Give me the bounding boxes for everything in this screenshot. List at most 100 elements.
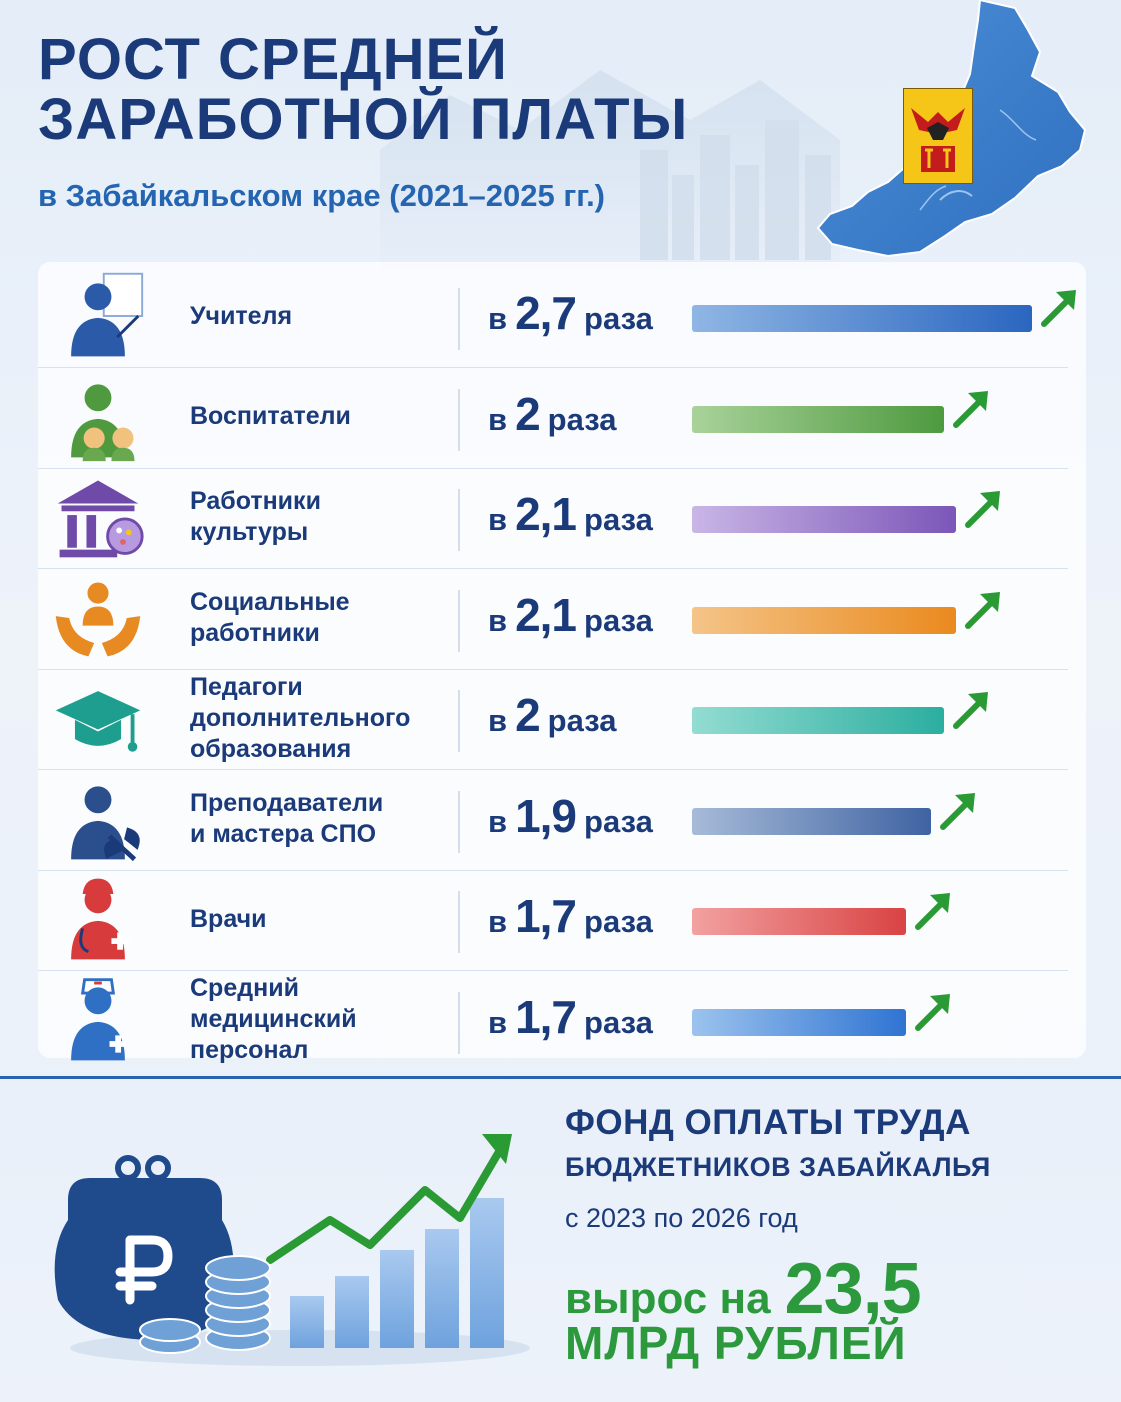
- chart-row: Учителя в 2,7 раза: [38, 268, 1086, 368]
- fund-growth-unit: МЛРД РУБЛЕЙ: [565, 1317, 907, 1369]
- value-label-num: 2: [515, 689, 541, 741]
- category-label: Учителя: [190, 301, 293, 330]
- value-label-pre: в: [488, 602, 508, 638]
- category-label: Преподаватели и мастера СПО: [190, 788, 384, 848]
- chart-row: Врачи в 1,7 раза: [38, 871, 1086, 971]
- salary-growth-card: Учителя в 2,7 раза Воспитатели в 2 раза Работник…: [38, 262, 1086, 1064]
- chart-row: Средний медицинский персонал в 1,7 раза: [38, 972, 1086, 1072]
- growth-bar: [425, 1229, 459, 1348]
- value-label-post: раза: [584, 301, 653, 336]
- section-divider: [0, 1076, 1121, 1079]
- value-label-post: раза: [584, 502, 653, 537]
- fund-growth: вырос на 23,5: [565, 1248, 922, 1330]
- value-label-pre: в: [488, 301, 508, 336]
- column-separator: [458, 589, 460, 652]
- value-label-pre: в: [488, 904, 508, 939]
- value-label: в 1,9 раза: [488, 789, 653, 849]
- bar: [692, 606, 956, 634]
- value-label-pre: в: [488, 401, 508, 437]
- bar: [692, 1008, 906, 1036]
- value-label-post: раза: [547, 703, 617, 738]
- row-divider: [38, 367, 1068, 368]
- value-label-num: 2,1: [515, 588, 577, 641]
- value-label: в 2,7 раза: [488, 286, 653, 346]
- growth-arrow-icon: [1041, 290, 1076, 327]
- value-label: в 2,1 раза: [488, 487, 653, 547]
- teacher-icon: [48, 268, 148, 364]
- value-label-num: 1,7: [515, 890, 577, 942]
- column-separator: [458, 790, 460, 853]
- value-label-pre: в: [488, 803, 508, 839]
- value-label-num: 2,7: [515, 287, 577, 339]
- category-label: Педагоги дополнительного образования: [190, 672, 411, 763]
- bar: [692, 305, 1032, 332]
- social-worker-icon: [48, 570, 148, 666]
- chart-row: Социальные работники в 2,1 раза: [38, 570, 1086, 670]
- value-label: в 1,7 раза: [488, 990, 653, 1050]
- fund-growth-text: вырос на: [565, 1274, 771, 1323]
- page-title: РОСТ СРЕДНЕЙ ЗАРАБОТНОЙ ПЛАТЫ: [38, 27, 689, 152]
- bar: [692, 807, 931, 835]
- category-label: Воспитатели: [190, 402, 351, 430]
- column-separator: [458, 891, 460, 953]
- row-divider: [38, 769, 1068, 770]
- fund-period: с 2023 по 2026 год: [565, 1203, 798, 1233]
- bar: [692, 908, 906, 935]
- value-label: в 1,7 раза: [488, 889, 653, 949]
- row-divider: [38, 970, 1068, 971]
- graduation-cap-icon: [48, 670, 148, 766]
- doctor-icon: [48, 871, 148, 967]
- bar: [692, 707, 944, 734]
- value-label-pre: в: [488, 1004, 508, 1040]
- bar: [692, 405, 944, 433]
- value-label-pre: в: [488, 703, 508, 738]
- row-divider: [38, 467, 1068, 469]
- column-separator: [458, 288, 460, 350]
- value-label-num: 1,7: [515, 990, 577, 1043]
- growth-arrow-icon: [965, 591, 1000, 629]
- column-separator: [458, 991, 460, 1054]
- category-label: Работники культуры: [190, 487, 321, 546]
- page-subtitle: в Забайкальском крае (2021–2025 гг.): [38, 178, 606, 213]
- value-label: в 2 раза: [488, 688, 616, 748]
- value-label-num: 2: [515, 387, 541, 440]
- value-label-num: 2,1: [515, 488, 577, 540]
- growth-arrow-icon: [953, 692, 988, 729]
- instructor-icon: [48, 771, 148, 867]
- value-label: в 2 раза: [488, 387, 616, 447]
- category-label: Социальные работники: [190, 587, 350, 647]
- value-label-post: раза: [584, 803, 653, 839]
- row-divider: [38, 568, 1068, 569]
- growth-bar: [335, 1276, 369, 1348]
- value-label: в 2,1 раза: [488, 588, 653, 648]
- growth-bar: [380, 1250, 414, 1348]
- value-label-num: 1,9: [515, 789, 577, 842]
- column-separator: [458, 489, 460, 551]
- growth-bar: [290, 1296, 324, 1348]
- nurse-icon: [48, 972, 148, 1068]
- value-label-pre: в: [488, 502, 508, 537]
- growth-bar: [470, 1198, 504, 1348]
- growth-arrow-icon: [915, 893, 950, 930]
- bar: [692, 506, 956, 533]
- fund-growth-value: 23,5: [784, 1249, 922, 1329]
- chart-row: Работники культуры в 2,1 раза: [38, 469, 1086, 569]
- category-label: Средний медицинский персонал: [190, 974, 357, 1064]
- value-label-post: раза: [584, 904, 653, 939]
- growth-arrow-icon: [965, 491, 1000, 528]
- row-divider: [38, 869, 1068, 871]
- growth-arrow-icon: [940, 792, 975, 830]
- value-label-post: раза: [584, 602, 653, 638]
- header-background: [380, 70, 840, 270]
- value-label-post: раза: [547, 401, 617, 437]
- row-divider: [38, 668, 1068, 670]
- chart-row: Воспитатели в 2 раза: [38, 369, 1086, 469]
- fund-title: ФОНД ОПЛАТЫ ТРУДА: [565, 1103, 971, 1142]
- fund-subtitle: БЮДЖЕТНИКОВ ЗАБАЙКАЛЬЯ: [565, 1152, 991, 1182]
- chart-row: Преподаватели и мастера СПО в 1,9 раза: [38, 771, 1086, 871]
- ruble-wallet-icon: [54, 1134, 530, 1366]
- column-separator: [458, 690, 460, 752]
- culture-icon: [48, 469, 148, 565]
- educator-icon: [48, 369, 148, 465]
